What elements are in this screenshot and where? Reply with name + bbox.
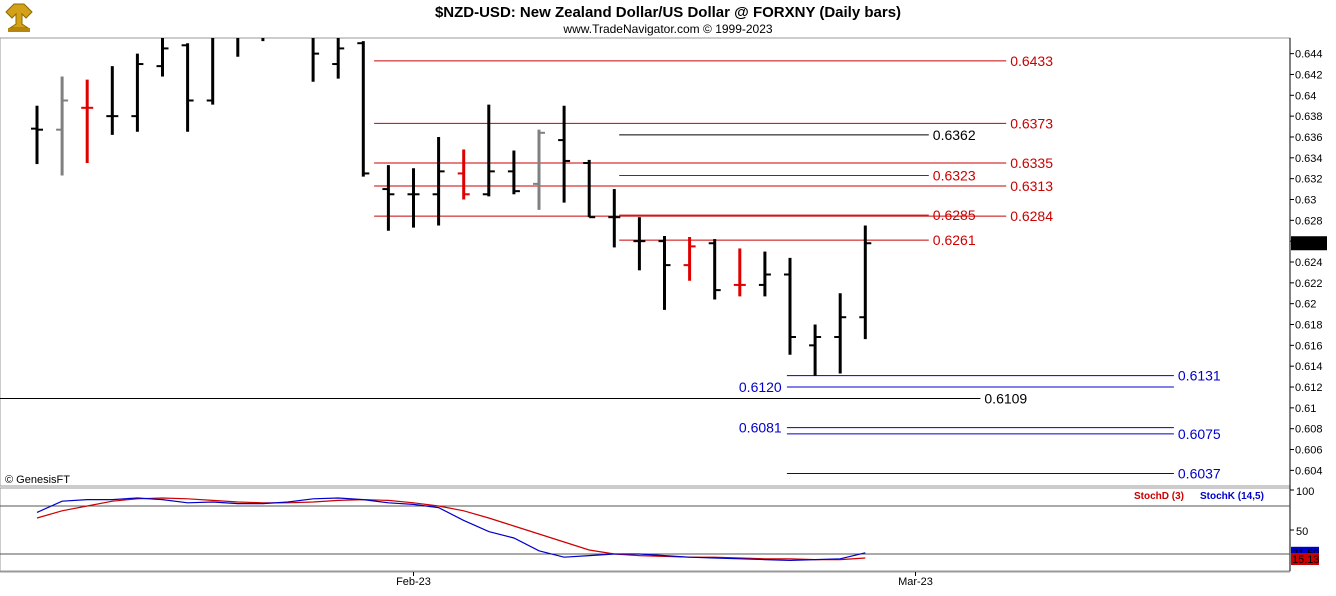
ohlc-bar [733,248,746,297]
price-axis-tick-label: 0.624 [1295,257,1323,269]
ohlc-bar [457,149,470,200]
ohlc-bar [282,12,294,38]
last-price-box [1291,236,1327,251]
ohlc-bar [482,104,495,197]
ohlc-bar [583,159,596,219]
ohlc-bar [758,251,771,297]
price-axis-tick-label: 0.634 [1295,153,1323,165]
stoch-d-last-box [1291,553,1319,565]
ohlc-bar [633,217,646,271]
level-label-0.6075: 0.6075 [1178,426,1221,442]
stochastic-axis: 5010021.5015.13 [1290,486,1320,566]
ohlc-bar [859,225,872,340]
price-axis-tick-label: 0.632 [1295,174,1323,186]
last-price-label: 0.6258 [1293,238,1327,250]
ohlc-bar [332,38,345,79]
ohlc-bar [206,38,215,105]
page-title: $NZD-USD: New Zealand Dollar/US Dollar @… [435,4,901,21]
level-label-0.6313: 0.6313 [1010,178,1053,194]
price-axis-tick-label: 0.614 [1295,361,1323,373]
price-axis-tick-label: 0.64 [1295,90,1316,102]
level-label-0.6037: 0.6037 [1178,465,1221,481]
price-axis-tick-label: 0.628 [1295,215,1323,227]
price-axis-tick-label: 0.622 [1295,278,1323,290]
price-axis-tick-label: 0.644 [1295,49,1323,61]
ohlc-bar [432,136,445,226]
stoch-legend-k: StochK (14,5) [1200,491,1264,502]
stoch-legend-d: StochD (3) [1134,491,1184,502]
ohlc-bar [131,53,144,132]
ohlc-bar [31,105,43,165]
price-axis-tick-label: 0.636 [1295,132,1323,144]
price-axis-tick-label: 0.608 [1295,424,1323,436]
page-subtitle: www.TradeNavigator.com © 1999-2023 [562,22,772,36]
ohlc-bar [708,239,721,300]
stochastic-lines [0,497,1290,562]
stoch-d-last-label: 15.13 [1292,554,1320,566]
level-label-0.6373: 0.6373 [1010,115,1053,131]
ohlc-bar [81,79,94,164]
ohlc-bar [809,324,822,376]
ohlc-bar [181,43,194,132]
level-label-0.6433: 0.6433 [1010,53,1053,69]
price-levels: 0.6433 0.6373 0.6362 0.6335 0.6323 0.6313 0.62… [0,53,1221,481]
level-label-0.6362: 0.6362 [933,127,976,143]
price-axis-tick-label: 0.606 [1295,445,1323,457]
level-label-0.6120: 0.6120 [739,379,782,395]
ohlc-bar [236,38,240,57]
price-axis-tick-label: 0.62 [1295,299,1316,311]
time-axis: Feb-23 Mar-23 [396,572,933,588]
stochastic-panel [0,487,1291,572]
price-axis-tick-label: 0.618 [1295,320,1323,332]
ohlc-bar [106,66,119,135]
ohlc-bar [658,235,671,310]
price-axis-tick-label: 0.612 [1295,382,1323,394]
ohlc-bar [533,129,545,210]
stoch-axis-tick-label: 50 [1296,526,1308,538]
ohlc-bar [507,150,520,195]
ohlc-bar [407,168,420,228]
ohlc-bar [382,165,395,231]
price-panel [0,37,1291,487]
stochastic-legend: StochD (3) StochK (14,5) [1134,491,1264,502]
level-label-0.6109: 0.6109 [984,390,1027,406]
ohlc-bar [558,105,571,203]
level-label-0.6131: 0.6131 [1178,368,1221,384]
price-bars [31,12,872,376]
ohlc-bar [834,293,847,374]
stoch-series-line-1 [36,497,866,562]
stoch-series-line-0 [36,497,866,561]
stoch-axis-tick-label: 100 [1296,486,1314,498]
price-axis-tick-label: 0.642 [1295,69,1323,81]
price-axis: 0.604 0.606 0.608 0.61 0.612 0.614 0.616 0.618 0… [1290,49,1323,477]
price-axis-tick-label: 0.616 [1295,340,1323,352]
price-axis-tick-label: 0.638 [1295,111,1323,123]
ohlc-bar [311,38,320,82]
ohlc-bar [608,189,621,248]
ohlc-bar [156,38,169,77]
ohlc-bar [56,76,69,176]
ohlc-bar [784,257,796,355]
price-axis-tick-label: 0.63 [1295,194,1316,206]
level-label-0.6261: 0.6261 [933,232,976,248]
watermark: © GenesisFT [5,474,70,486]
level-label-0.6285: 0.6285 [933,207,976,223]
time-axis-label: Mar-23 [898,576,933,588]
gold-trophy-icon [5,3,33,32]
ohlc-bar [683,236,696,281]
price-axis-tick-label: 0.604 [1295,465,1323,477]
time-axis-label: Feb-23 [396,576,431,588]
level-label-0.6323: 0.6323 [933,168,976,184]
level-label-0.6081: 0.6081 [739,420,782,436]
price-axis-tick-label: 0.61 [1295,403,1316,415]
level-label-0.6335: 0.6335 [1010,155,1053,171]
ohlc-bar [357,41,370,177]
level-label-0.6284: 0.6284 [1010,208,1053,224]
last-price-marker: 0.6258 [1291,236,1327,251]
